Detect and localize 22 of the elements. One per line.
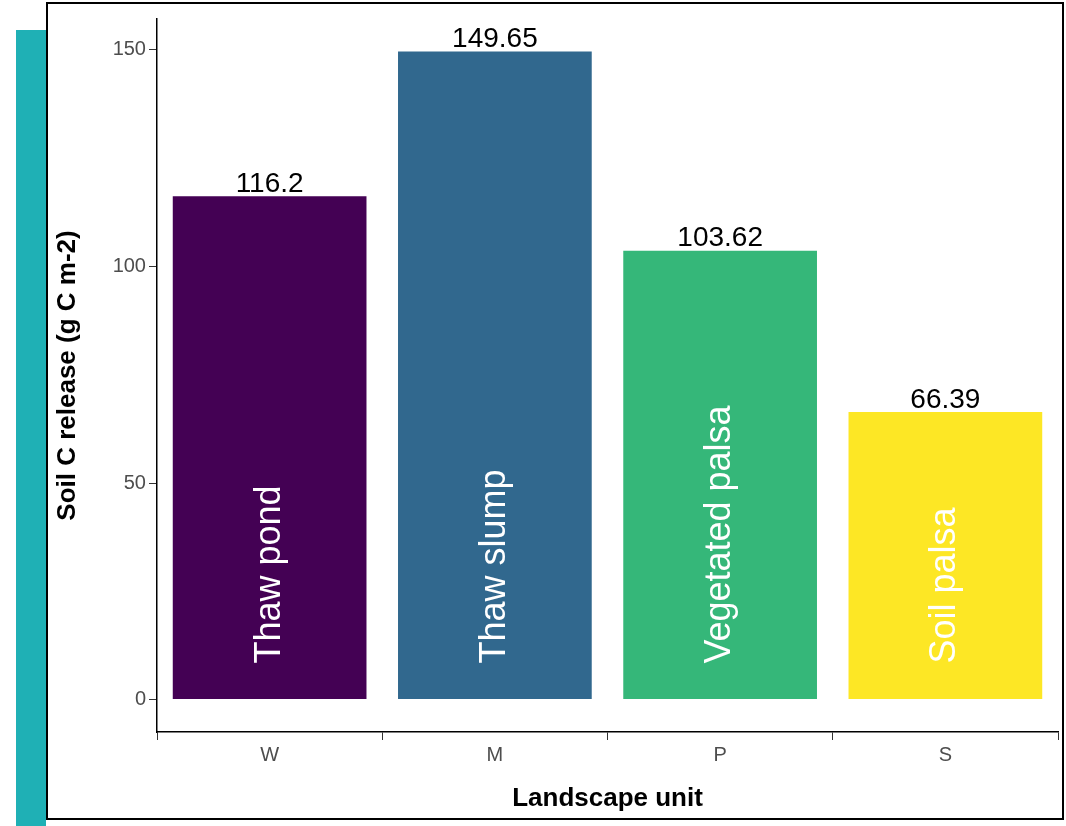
annotation: Thaw pond — [246, 485, 288, 664]
x-axis-title: Landscape unit — [512, 781, 704, 812]
x-tick-label: M — [486, 742, 504, 765]
y-tick-label: 100 — [112, 253, 146, 276]
x-tick-label: W — [260, 742, 280, 765]
annotation: Thaw slump — [471, 469, 513, 664]
annotation: Vegetated palsa — [697, 404, 739, 664]
x-tick-label: P — [713, 742, 727, 765]
y-tick-label: 0 — [134, 687, 146, 710]
bar — [398, 51, 592, 700]
bar — [623, 250, 817, 700]
annotation: Soil palsa — [922, 506, 964, 664]
data-label: 66.39 — [910, 382, 981, 414]
y-axis-title: Soil C release (g C m-2) — [50, 230, 81, 521]
y-tick-label: 50 — [123, 470, 146, 493]
bar — [172, 196, 367, 700]
x-tick-label: S — [938, 742, 953, 765]
data-label: 149.65 — [452, 22, 538, 54]
y-tick-label: 150 — [112, 37, 146, 60]
data-label: 103.62 — [677, 221, 763, 253]
bar — [848, 412, 1043, 700]
data-label: 116.2 — [235, 167, 304, 199]
